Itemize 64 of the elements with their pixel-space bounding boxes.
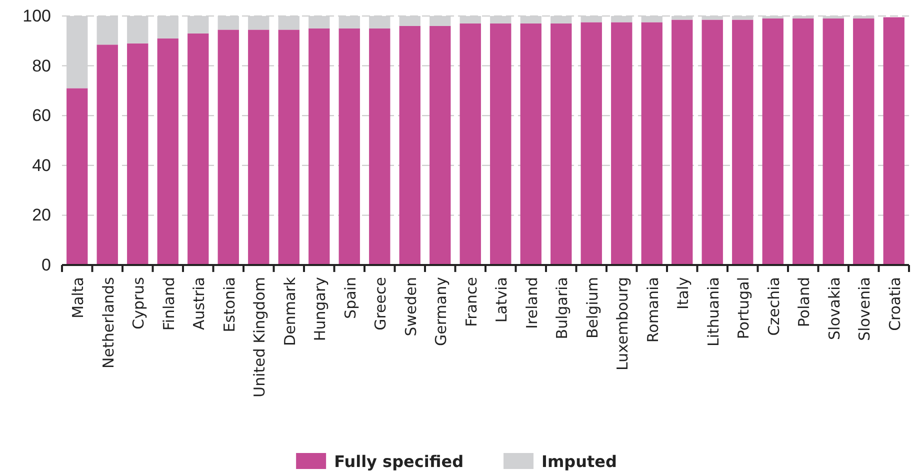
bar bbox=[853, 18, 874, 265]
x-tick-label: Spain bbox=[341, 277, 360, 319]
x-tick-label: Poland bbox=[795, 277, 814, 328]
x-tick-label: Lithuania bbox=[704, 277, 722, 346]
bar bbox=[66, 88, 88, 265]
bar bbox=[157, 38, 178, 265]
legend-label: Imputed bbox=[542, 452, 617, 471]
x-tick-label: Estonia bbox=[220, 277, 238, 332]
x-tick-label: Greece bbox=[372, 277, 390, 330]
bar bbox=[399, 26, 420, 265]
legend-label: Fully specified bbox=[334, 452, 464, 471]
x-tick-label: France bbox=[462, 277, 480, 327]
x-tick-label: Czechia bbox=[764, 277, 783, 336]
x-tick-label: Austria bbox=[190, 277, 208, 330]
bar bbox=[672, 20, 693, 265]
x-tick-label: Germany bbox=[432, 276, 450, 346]
x-tick-label: Denmark bbox=[280, 276, 299, 346]
y-tick-label: 20 bbox=[32, 206, 51, 225]
bar bbox=[762, 18, 784, 265]
x-tick-label: Ireland bbox=[522, 277, 541, 329]
x-tick-label: Italy bbox=[674, 276, 692, 310]
bar bbox=[792, 18, 814, 265]
bar bbox=[520, 23, 542, 265]
y-tick-label: 0 bbox=[42, 255, 51, 274]
x-tick-label: Croatia bbox=[886, 277, 904, 331]
x-tick-label: Latvia bbox=[492, 277, 511, 323]
x-tick-label: Hungary bbox=[311, 276, 330, 342]
y-tick-label: 80 bbox=[32, 56, 51, 76]
x-tick-label: Belgium bbox=[583, 277, 602, 338]
x-tick-label: Malta bbox=[69, 277, 88, 318]
x-tick-label: Romania bbox=[644, 277, 662, 343]
x-tick-label: Finland bbox=[160, 277, 178, 331]
bar bbox=[732, 20, 754, 265]
x-tick-label: Bulgaria bbox=[553, 277, 572, 340]
x-tick-label: Slovenia bbox=[856, 277, 874, 341]
x-tick-label: Portugal bbox=[734, 277, 753, 340]
bar bbox=[369, 28, 390, 265]
bar bbox=[127, 43, 148, 265]
bar bbox=[460, 23, 481, 265]
bar bbox=[641, 22, 662, 265]
y-tick-label: 40 bbox=[32, 156, 51, 175]
y-tick-label: 100 bbox=[22, 6, 51, 26]
bar bbox=[308, 28, 330, 265]
x-tick-label: Luxembourg bbox=[614, 277, 632, 370]
x-tick-label: Slovakia bbox=[825, 277, 844, 340]
x-tick-label: Netherlands bbox=[99, 276, 118, 368]
bar bbox=[338, 28, 360, 265]
bar bbox=[883, 17, 904, 265]
y-tick-label: 60 bbox=[32, 106, 51, 126]
bar bbox=[96, 44, 118, 265]
bar bbox=[430, 26, 451, 265]
bar bbox=[188, 33, 209, 265]
bar bbox=[822, 18, 844, 265]
bar bbox=[248, 30, 270, 265]
bar bbox=[278, 30, 300, 265]
x-tick-label: Cyprus bbox=[130, 276, 148, 330]
bar bbox=[218, 30, 239, 265]
bar bbox=[550, 23, 572, 265]
bar bbox=[611, 22, 632, 265]
bar bbox=[702, 20, 723, 265]
x-tick-label: United Kingdom bbox=[250, 277, 269, 398]
x-tick-label: Sweden bbox=[402, 277, 420, 336]
bar bbox=[580, 22, 602, 265]
bar bbox=[490, 23, 512, 265]
